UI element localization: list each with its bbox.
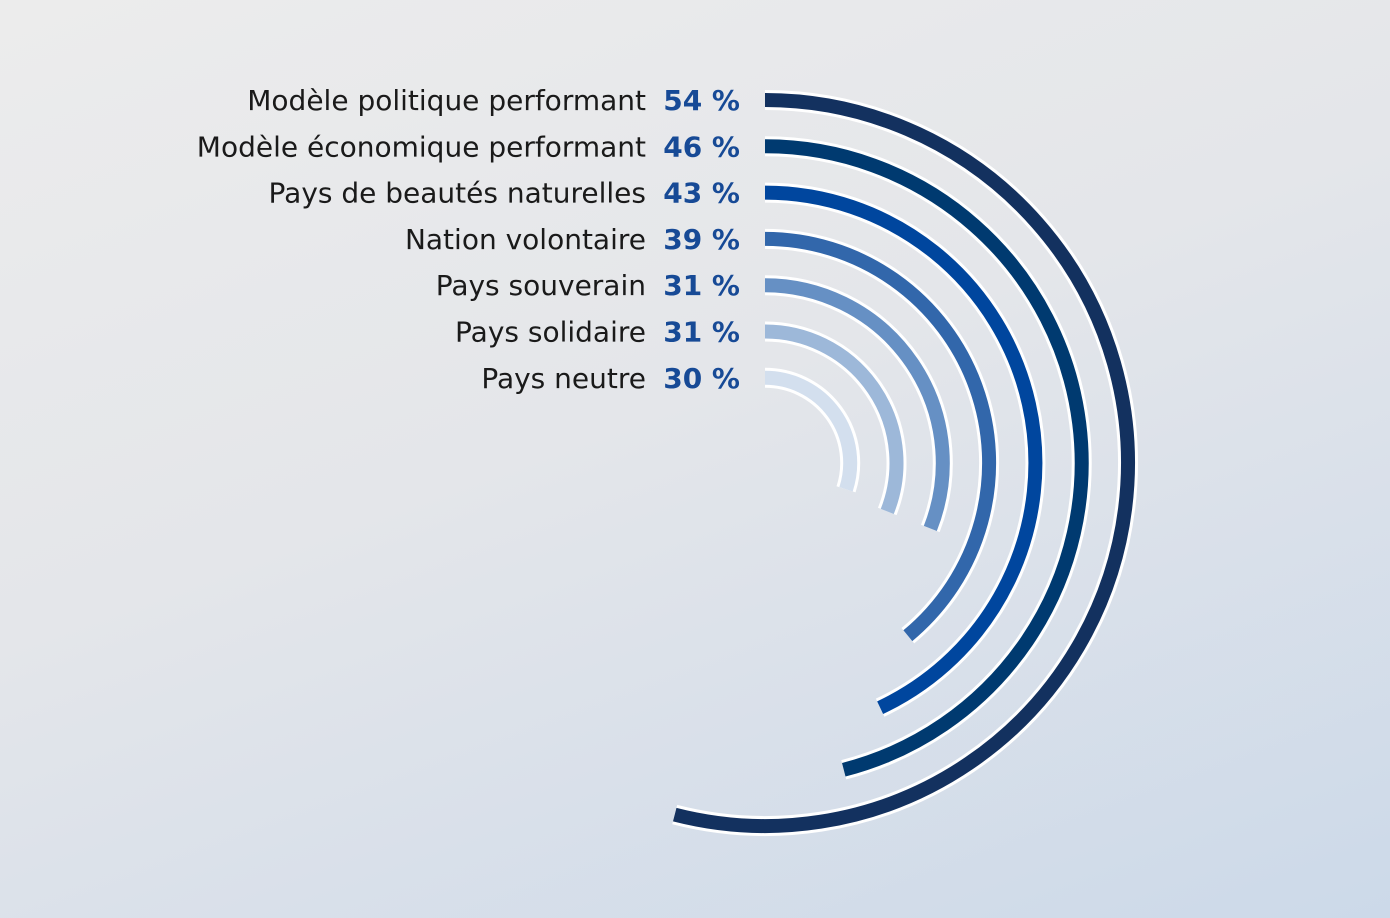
category-label-pays-neutre: Pays neutre — [481, 362, 646, 395]
bar-arc-modele-economique-performant — [764, 139, 1089, 777]
bar-arc-pays-souverain — [764, 278, 950, 532]
bar-arc-pays-de-beautes-naturelles — [764, 185, 1043, 714]
value-label-pays-de-beautes-naturelles: 43 % — [663, 177, 740, 210]
value-label-modele-politique-performant: 54 % — [663, 84, 740, 117]
bar-arc-modele-politique-performant — [673, 93, 1135, 833]
value-label-pays-souverain: 31 % — [663, 269, 740, 302]
value-label-modele-economique-performant: 46 % — [663, 130, 740, 163]
bar-arc-pays-neutre — [764, 370, 858, 492]
bar-arc-nation-volontaire — [764, 231, 997, 642]
category-label-pays-de-beautes-naturelles: Pays de beautés naturelles — [269, 177, 646, 210]
category-label-pays-solidaire: Pays solidaire — [455, 316, 646, 349]
bar-outline-pays-souverain — [764, 275, 953, 533]
category-label-pays-souverain: Pays souverain — [436, 269, 646, 302]
category-label-modele-economique-performant: Modèle économique performant — [197, 130, 646, 163]
bar-arcs — [672, 90, 1138, 836]
bar-arc-pays-solidaire — [764, 324, 904, 514]
bar-labels: Modèle politique performant 54 % Modèle éc… — [197, 84, 740, 395]
category-label-nation-volontaire: Nation volontaire — [405, 223, 646, 256]
category-label-modele-politique-performant: Modèle politique performant — [247, 84, 646, 117]
value-label-nation-volontaire: 39 % — [663, 223, 740, 256]
value-label-pays-solidaire: 31 % — [663, 316, 740, 349]
value-label-pays-neutre: 30 % — [663, 362, 740, 395]
